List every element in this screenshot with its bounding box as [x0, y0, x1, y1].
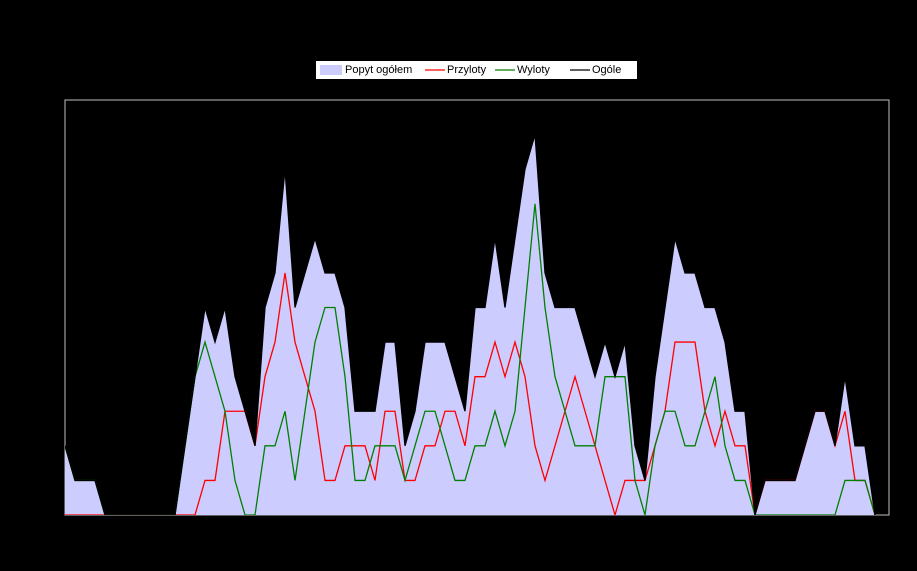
legend-swatch	[320, 65, 342, 75]
plot	[65, 134, 876, 515]
legend-label: Popyt ogółem	[345, 64, 412, 76]
legend-label: Ogóle	[592, 64, 621, 76]
legend-label: Przyloty	[447, 64, 487, 76]
legend	[316, 61, 637, 79]
area	[65, 134, 875, 515]
legend-label: Wyloty	[517, 64, 550, 76]
line	[65, 134, 876, 515]
line	[65, 272, 876, 515]
line	[65, 203, 876, 515]
